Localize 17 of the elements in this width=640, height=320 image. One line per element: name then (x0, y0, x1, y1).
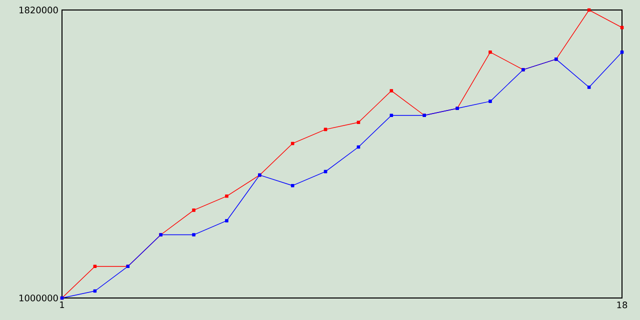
point (192, 208, 196, 212)
y-tick-label: 1820000 (20, 6, 58, 14)
y-tick-label: 1000000 (20, 294, 58, 302)
x-tick-label: 18 (617, 302, 628, 308)
point (620, 50, 624, 54)
point (488, 100, 492, 103)
point (488, 50, 492, 54)
point (587, 86, 591, 89)
point (93, 264, 97, 268)
x-tick-label: 1 (60, 302, 64, 308)
point (225, 194, 228, 198)
point (356, 120, 360, 124)
point (225, 219, 228, 222)
point (390, 89, 394, 92)
point (290, 184, 294, 188)
point (192, 233, 196, 236)
point (390, 114, 394, 118)
